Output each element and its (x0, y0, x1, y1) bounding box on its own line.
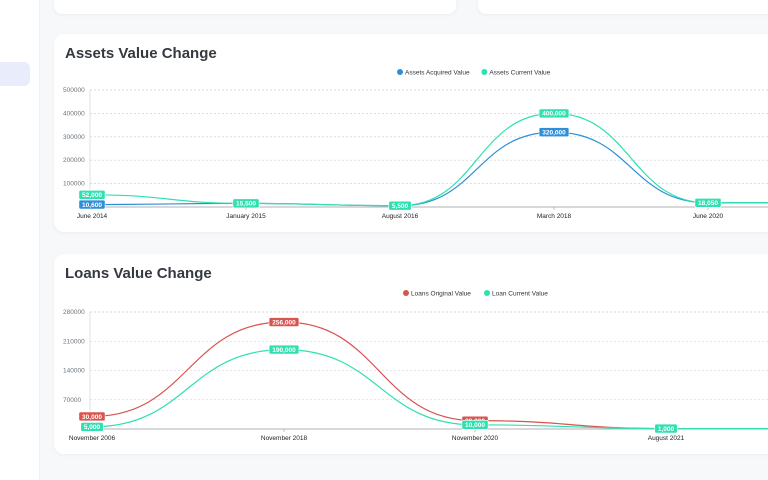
legend-marker (481, 69, 488, 75)
assets-chart-card: Assets Value Change 100000 200000 300000 40… (54, 34, 768, 232)
y-tick-label: 100000 (63, 181, 85, 188)
data-label: 18,050 (694, 197, 722, 208)
y-tick-label: 400000 (63, 110, 85, 117)
legend-item: Loan Current Value (484, 290, 548, 297)
x-tick-label: August 2016 (382, 213, 419, 220)
legend-marker (397, 69, 403, 75)
data-label-bg (538, 108, 570, 119)
data-label-bg (78, 199, 106, 210)
data-label: 15,500 (232, 198, 260, 209)
data-label-text: 15,500 (236, 201, 256, 208)
top-card-left (54, 0, 456, 14)
data-label: 52,000 (78, 190, 106, 200)
data-label-text: 190,000 (272, 347, 296, 354)
data-label-bg (268, 317, 300, 327)
data-label: 5,500 (388, 200, 412, 211)
x-tick-label: November 2006 (69, 435, 116, 442)
data-label: 30,000 (78, 411, 106, 422)
data-label-text: 256,000 (272, 319, 296, 326)
data-label-text: 1,000 (658, 426, 675, 433)
data-label-bg (388, 200, 412, 211)
data-label-text: 5,500 (392, 203, 409, 210)
series-line (91, 321, 768, 430)
data-label: 400,000 (538, 108, 570, 119)
legend-marker (403, 290, 409, 296)
y-tick-label: 200000 (63, 157, 85, 164)
data-label-text: 10,000 (465, 422, 485, 429)
data-label-text: 10,600 (82, 202, 102, 209)
series-line (91, 112, 768, 207)
data-label-bg (78, 411, 106, 422)
x-tick-label: January 2015 (226, 213, 266, 220)
sidebar (0, 0, 40, 480)
y-tick-label: 500000 (63, 87, 85, 94)
legend-label: Loan Current Value (492, 290, 548, 297)
data-label: 1,000 (654, 423, 678, 434)
top-card-right (478, 0, 768, 14)
x-tick-label: November 2018 (261, 435, 308, 442)
assets-chart-title: Assets Value Change (65, 45, 217, 62)
data-label: 190,000 (268, 344, 300, 355)
data-label: 10,600 (78, 199, 106, 210)
y-tick-label: 300000 (63, 134, 85, 141)
data-label-bg (694, 197, 722, 208)
x-tick-label: June 2020 (693, 213, 724, 220)
sidebar-active-item[interactable] (0, 62, 30, 86)
data-label-text: 320,000 (542, 129, 566, 136)
loans-chart-title: Loans Value Change (65, 265, 212, 282)
legend-item: Assets Current Value (481, 69, 551, 76)
series-line (91, 349, 768, 430)
legend-marker (484, 290, 490, 296)
y-tick-label: 210000 (63, 338, 85, 345)
loans-value-chart: 70000 140000 210000 280000 November 2006 Nove… (63, 290, 768, 442)
x-tick-label: June 2014 (77, 213, 108, 220)
data-label-bg (232, 198, 260, 209)
loans-chart-card: Loans Value Change 70000 140000 210000 2800… (54, 254, 768, 454)
x-tick-label: August 2021 (648, 435, 685, 442)
data-label-text: 52,000 (82, 192, 102, 199)
legend-label: Assets Current Value (489, 69, 550, 76)
legend-label: Loans Original Value (411, 290, 471, 297)
legend-item: Assets Acquired Value (397, 69, 470, 76)
y-tick-label: 140000 (63, 368, 85, 375)
legend-label: Assets Acquired Value (405, 69, 470, 76)
data-label-bg (78, 190, 106, 200)
data-label: 256,000 (268, 317, 300, 327)
data-label: 320,000 (538, 127, 570, 137)
data-label-bg (268, 344, 300, 355)
y-tick-label: 70000 (63, 397, 81, 404)
data-label-text: 30,000 (82, 414, 102, 421)
data-label-bg (80, 422, 104, 432)
data-label-bg (461, 420, 489, 430)
data-label: 5,000 (80, 422, 104, 432)
data-label-bg (654, 423, 678, 434)
data-label-text: 5,000 (84, 424, 101, 431)
data-label-bg (538, 127, 570, 137)
y-tick-label: 280000 (63, 309, 85, 316)
assets-value-chart: 100000 200000 300000 400000 500000 June 2014 J… (63, 69, 768, 220)
legend-item: Loans Original Value (403, 290, 471, 297)
data-label: 10,000 (461, 420, 489, 430)
x-tick-label: March 2018 (537, 213, 572, 220)
x-tick-label: November 2020 (452, 435, 499, 442)
series-line (91, 131, 768, 207)
data-label-text: 18,050 (698, 200, 718, 207)
data-label-text: 400,000 (542, 111, 566, 118)
